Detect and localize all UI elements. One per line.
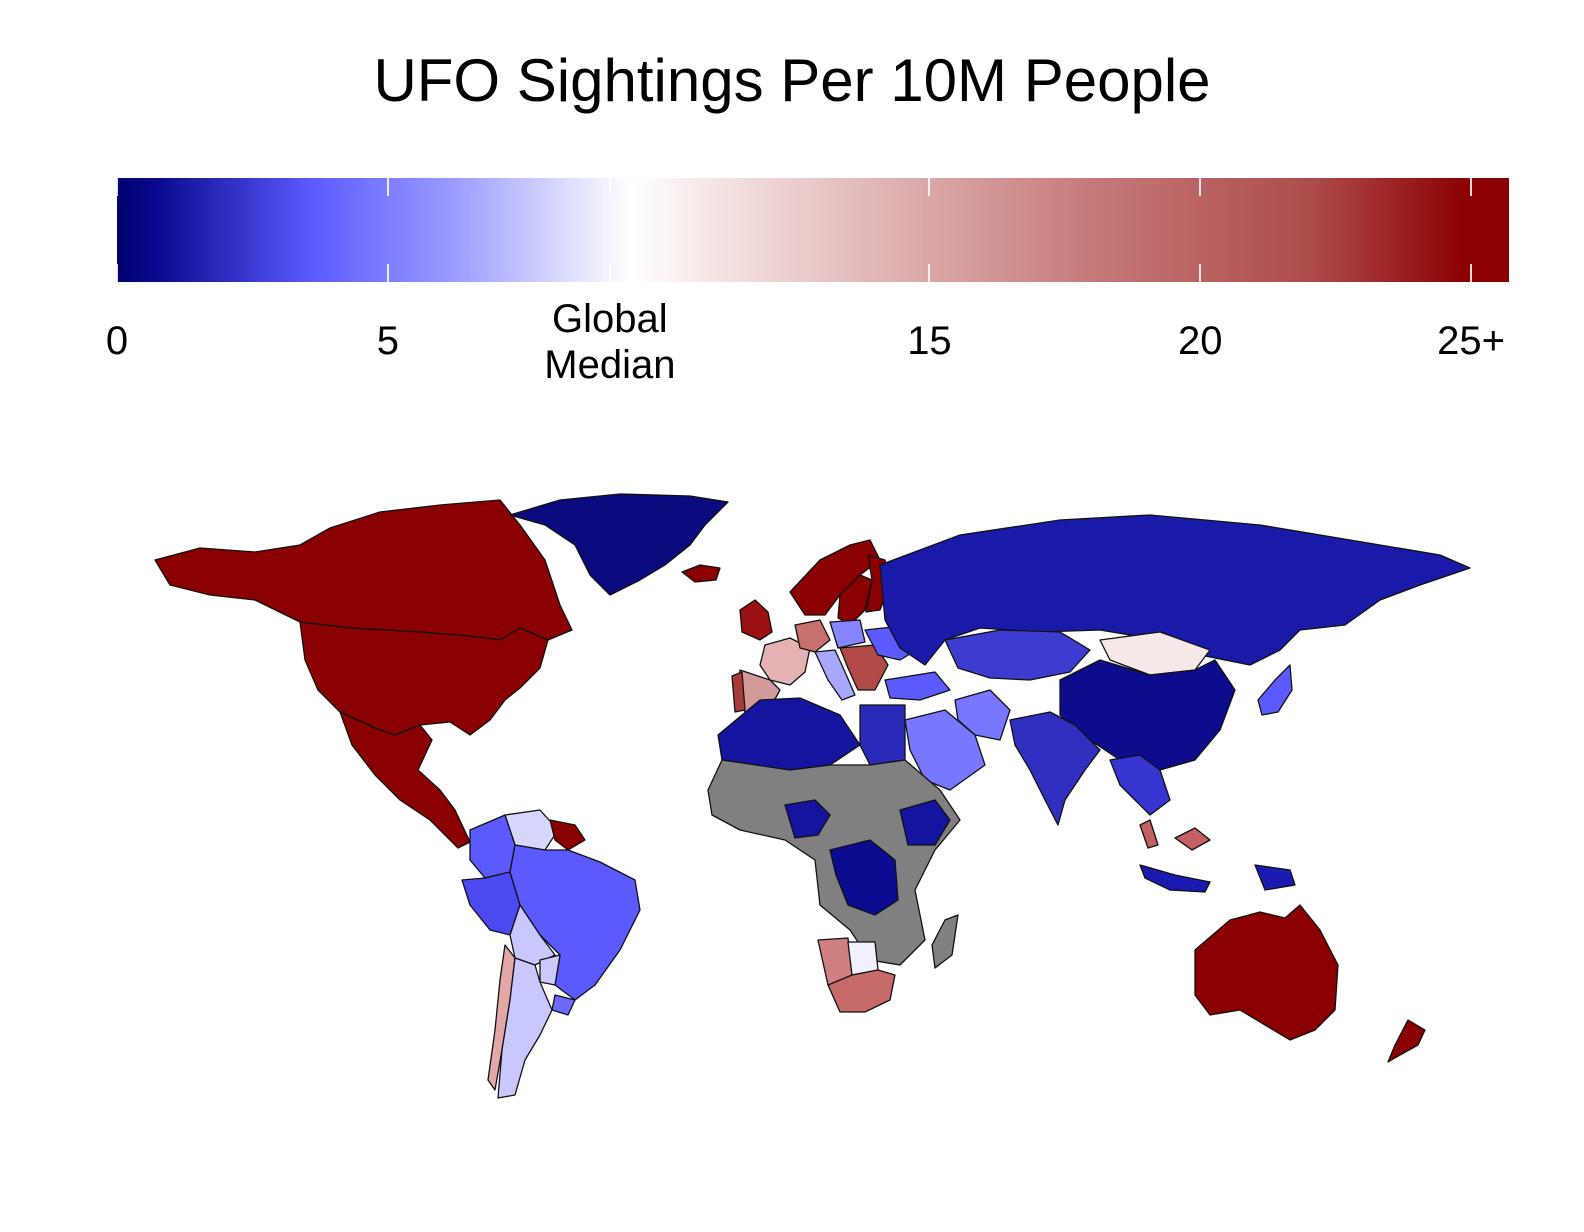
region-india xyxy=(1009,711,1101,826)
region-iceland xyxy=(681,564,721,583)
median-label-line1: Global xyxy=(552,297,668,341)
legend-tick-label: 25+ xyxy=(1437,319,1506,363)
region-turkey xyxy=(884,671,951,701)
region-mexico xyxy=(339,711,471,849)
region-peru xyxy=(461,871,521,936)
legend-tick xyxy=(608,178,611,282)
region-kazakhstan xyxy=(944,629,1091,681)
legend-tick-label: 20 xyxy=(1178,319,1223,363)
region-italy xyxy=(814,649,856,701)
region-germany xyxy=(794,619,831,653)
region-indonesia xyxy=(1139,864,1296,893)
region-southeast-asia xyxy=(1109,754,1171,816)
map-title: UFO Sightings Per 10M People xyxy=(373,47,1211,114)
region-south-africa xyxy=(827,969,896,1013)
legend-tick-label: 5 xyxy=(376,319,399,363)
legend-tick xyxy=(116,178,118,282)
region-russia xyxy=(879,514,1471,666)
region-madagascar xyxy=(931,914,959,969)
legend-tick xyxy=(386,178,389,282)
region-botswana xyxy=(847,941,879,976)
legend-tick-label: 15 xyxy=(907,319,952,363)
legend-tick xyxy=(1470,178,1473,282)
region-egypt xyxy=(859,704,906,766)
region-sweden xyxy=(837,574,873,626)
median-label-line2: Median xyxy=(544,343,676,387)
region-saudi-arabia xyxy=(904,709,986,791)
region-japan xyxy=(1257,664,1293,716)
region-portugal xyxy=(731,671,746,713)
region-australia xyxy=(1194,904,1339,1041)
region-ethiopia xyxy=(899,799,951,846)
legend-tick-label: 0 xyxy=(105,319,129,363)
legend-median-label: Global Median xyxy=(544,296,675,388)
region-nigeria xyxy=(784,799,831,839)
legend-tick xyxy=(1199,178,1202,282)
region-paraguay xyxy=(539,954,561,986)
region-united-states xyxy=(299,621,549,736)
region-canada xyxy=(154,499,573,641)
region-guyana xyxy=(549,819,586,851)
region-colombia xyxy=(469,814,516,879)
region-uruguay xyxy=(551,994,576,1016)
region-united-kingdom xyxy=(739,599,773,641)
region-greenland xyxy=(509,493,729,596)
region-france xyxy=(759,637,811,686)
region-malaysia xyxy=(1139,819,1211,851)
region-poland xyxy=(829,619,866,649)
region-argentina xyxy=(497,957,553,1099)
legend-tick xyxy=(928,178,931,282)
color-legend-bar xyxy=(116,178,1509,282)
region-dr-congo xyxy=(829,839,899,916)
region-new-zealand xyxy=(1387,1019,1426,1063)
